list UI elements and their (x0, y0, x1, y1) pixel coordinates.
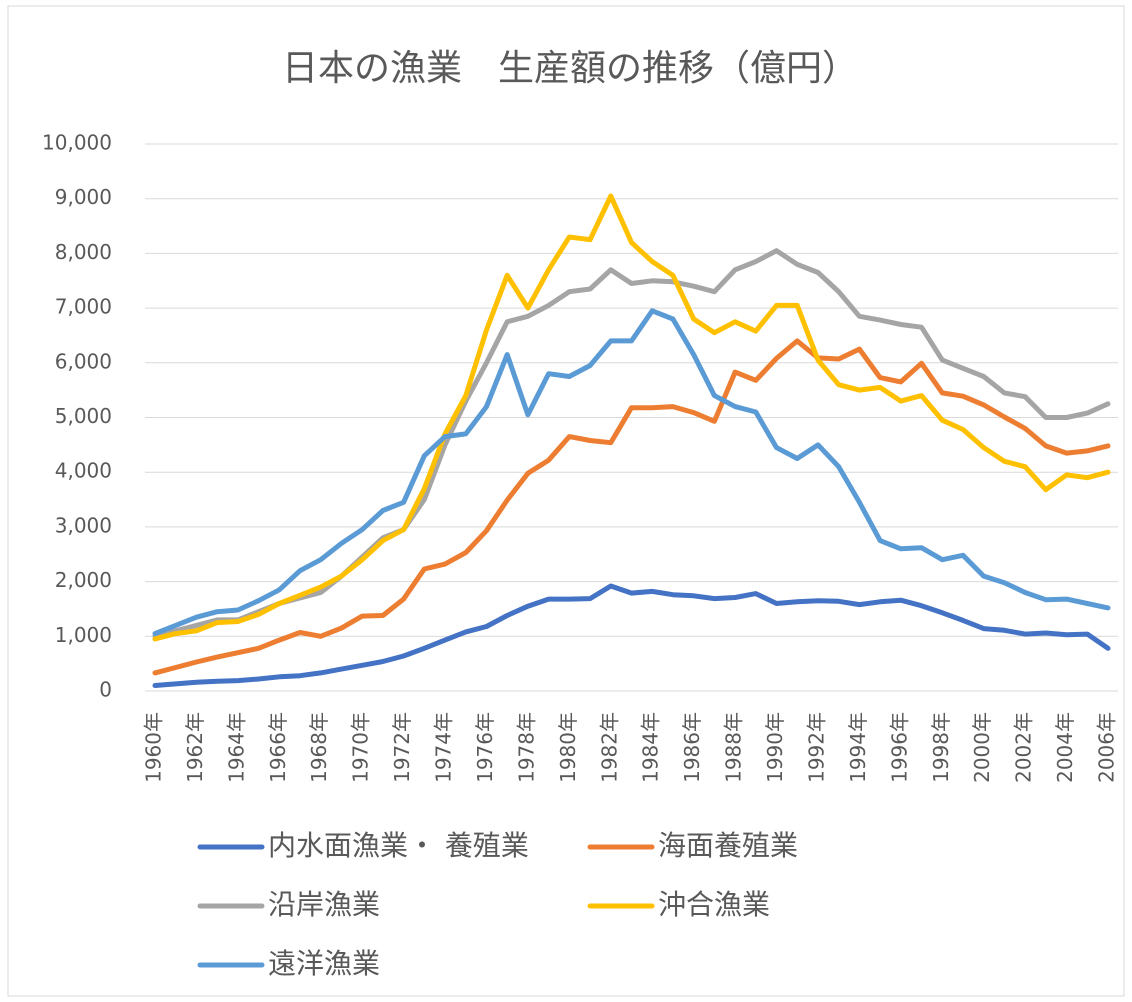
legend-label: 内水面漁業・ 養殖業 (268, 829, 529, 862)
x-tick-label: 1962年 (183, 712, 207, 783)
x-tick-label: 2006年 (1095, 712, 1119, 783)
x-tick-label: 1976年 (473, 712, 497, 783)
y-tick-label: 10,000 (42, 131, 112, 155)
x-tick-label: 1994年 (846, 712, 870, 783)
legend-label: 遠洋漁業 (268, 947, 380, 980)
series-line (152, 308, 1111, 637)
x-tick-label: 1978年 (514, 712, 538, 783)
x-tick-label: 1998年 (929, 712, 953, 783)
series-line (152, 248, 1111, 639)
x-tick-label: 1982年 (597, 712, 621, 783)
y-tick-label: 6,000 (55, 349, 112, 373)
x-tick-label: 2004年 (1053, 712, 1077, 783)
x-tick-label: 1964年 (224, 712, 248, 783)
x-tick-label: 1980年 (556, 712, 580, 783)
chart-frame (7, 5, 1125, 997)
x-tick-label: 1986年 (680, 712, 704, 783)
y-tick-label: 0 (99, 678, 112, 702)
series-line (152, 193, 1111, 642)
x-tick-label: 1974年 (432, 712, 456, 783)
y-tick-label: 5,000 (55, 404, 112, 428)
x-tick-label: 1992年 (804, 712, 828, 783)
x-tick-label: 1984年 (639, 712, 663, 783)
legend-label: 沖合漁業 (658, 888, 770, 921)
legend-label: 沿岸漁業 (268, 888, 380, 921)
y-tick-label: 1,000 (55, 623, 112, 647)
y-tick-label: 4,000 (55, 459, 112, 483)
x-tick-label: 1960年 (142, 712, 166, 783)
x-tick-label: 1970年 (349, 712, 373, 783)
x-tick-label: 1990年 (763, 712, 787, 783)
y-tick-label: 8,000 (55, 240, 112, 264)
chart-title: 日本の漁業 生産額の推移（億円） (282, 48, 858, 89)
x-tick-label: 1972年 (390, 712, 414, 783)
series-line (152, 583, 1111, 688)
y-tick-label: 3,000 (55, 513, 112, 537)
y-tick-label: 9,000 (55, 185, 112, 209)
x-tick-label: 2002年 (1012, 712, 1036, 783)
series-line (152, 338, 1111, 676)
x-tick-label: 1966年 (266, 712, 290, 783)
x-tick-label: 1988年 (722, 712, 746, 783)
y-tick-label: 2,000 (55, 568, 112, 592)
y-tick-label: 7,000 (55, 295, 112, 319)
x-tick-label: 1968年 (307, 712, 331, 783)
legend-label: 海面養殖業 (658, 829, 798, 862)
x-tick-label: 2000年 (970, 712, 994, 783)
x-tick-label: 1996年 (887, 712, 911, 783)
